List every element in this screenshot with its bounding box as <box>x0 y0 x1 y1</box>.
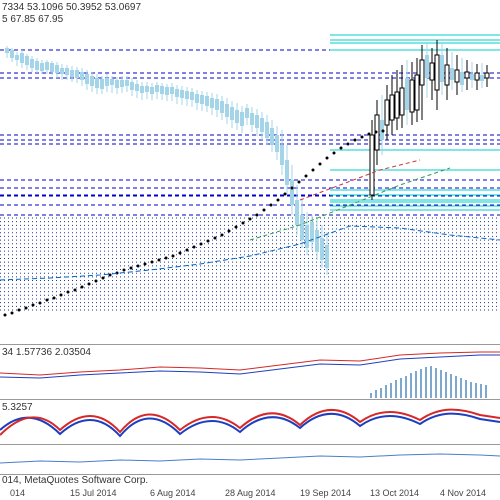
chart-canvas <box>0 0 500 345</box>
xaxis-label: 4 Nov 2014 <box>440 488 486 498</box>
xaxis-label: 19 Sep 2014 <box>300 488 351 498</box>
indicator3-canvas <box>0 445 500 475</box>
indicator-panel-1[interactable]: 34 1.57736 2.03504 <box>0 345 500 400</box>
xaxis-label: 13 Oct 2014 <box>370 488 419 498</box>
xaxis-label: 28 Aug 2014 <box>225 488 276 498</box>
copyright-text: 014, MetaQuotes Software Corp. <box>2 475 148 486</box>
xaxis-label: 014 <box>10 488 25 498</box>
indicator1-canvas <box>0 345 500 400</box>
indicator-panel-3[interactable] <box>0 445 500 475</box>
indicator-panel-2[interactable]: 5.3257 <box>0 400 500 445</box>
main-price-chart[interactable]: 7334 53.1096 50.3952 53.0697 5 67.85 67.… <box>0 0 500 345</box>
xaxis-label: 6 Aug 2014 <box>150 488 196 498</box>
xaxis-label: 15 Jul 2014 <box>70 488 117 498</box>
indicator2-canvas <box>0 400 500 445</box>
